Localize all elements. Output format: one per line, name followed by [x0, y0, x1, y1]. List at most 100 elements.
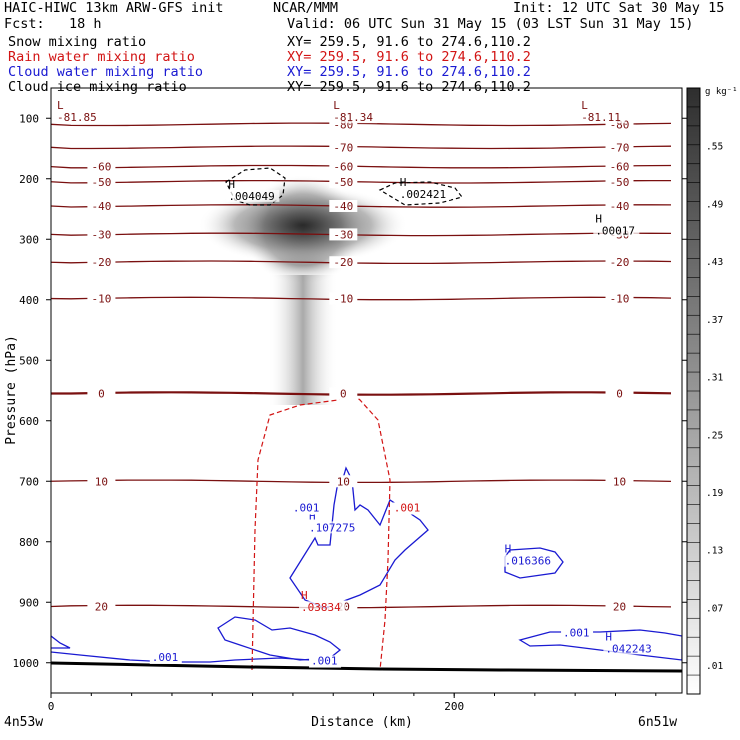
- x-tick-label: 0: [48, 700, 55, 713]
- isotherm-label-bg: [329, 292, 358, 305]
- field-xy-cloud-ice: XY= 259.5, 91.6 to 274.6,110.2: [287, 79, 531, 95]
- colorbar-label: .43: [706, 257, 723, 268]
- extremum-value-bg: [226, 189, 280, 202]
- isotherm-label-bg: [329, 256, 358, 269]
- isotherm-label-bg: [605, 600, 634, 613]
- extremum-value-bg: [331, 111, 378, 124]
- y-tick-label: 400: [19, 294, 39, 307]
- field-name-snow: Snow mixing ratio: [8, 34, 147, 50]
- extremum-value-bg: [603, 642, 657, 655]
- y-axis-label: Pressure (hPa): [4, 335, 19, 445]
- colorbar: .01 .07 .13 .19 .25 .31 .37 .43 .49 .55 g kg⁻¹: [686, 87, 738, 695]
- extremum-value: .107275: [309, 521, 355, 534]
- isotherm-label-bg: [605, 199, 634, 212]
- extremum-value-bg: [397, 188, 451, 201]
- org-label: NCAR/MMM: [273, 0, 339, 16]
- contour-label: .001: [563, 627, 590, 640]
- extremum-marker-H: H: [228, 178, 235, 191]
- y-tick-label: 1000: [13, 657, 40, 670]
- extremum-value-bg: [55, 111, 102, 124]
- colorbar-label: .19: [706, 488, 723, 499]
- isotherm-label: -40: [610, 200, 630, 213]
- colorbar-label: .01: [706, 661, 723, 672]
- y-tick-label: 700: [19, 475, 39, 488]
- extremum-value: .016366: [505, 555, 551, 568]
- isotherm-label-bg: [87, 475, 116, 488]
- isotherm-label-bg: [605, 387, 634, 400]
- contour-label-bg: [561, 627, 594, 640]
- isotherm-label-bg: [87, 387, 116, 400]
- y-tick-label: 300: [19, 233, 39, 246]
- y-tick-label: 500: [19, 354, 39, 367]
- extremum-value: -81.85: [57, 111, 97, 124]
- colorbar-label: .55: [706, 142, 723, 153]
- isotherm-label-bg: [87, 199, 116, 212]
- valid-time: Valid: 06 UTC Sun 31 May 15 (03 LST Sun …: [287, 16, 694, 32]
- y-tick-label: 800: [19, 536, 39, 549]
- isotherm-10: [51, 479, 672, 484]
- init-time: Init: 12 UTC Sat 30 May 15: [513, 0, 725, 16]
- y-tick-label: 900: [19, 596, 39, 609]
- isotherm-label: 20: [613, 600, 626, 613]
- extremum-value: .03834: [301, 601, 341, 614]
- field-xy-rain: XY= 259.5, 91.6 to 274.6,110.2: [287, 49, 531, 65]
- colorbar-label: .13: [706, 546, 723, 557]
- isotherm--20: [51, 260, 672, 265]
- colorbar-label: .07: [706, 603, 723, 614]
- y-tick-label: 600: [19, 415, 39, 428]
- isotherm-label-bg: [605, 292, 634, 305]
- annotations: -80 -80-70 -70-60 -60 -60-50 -50 -50-40 -40 -40-…: [55, 99, 657, 668]
- isotherm-label-bg: [329, 475, 358, 488]
- isotherm-label: -50: [610, 176, 630, 189]
- isotherm-label-bg: [87, 160, 116, 173]
- extremum-marker-H: H: [605, 630, 612, 643]
- field-xy-snow: XY= 259.5, 91.6 to 274.6,110.2: [287, 34, 531, 50]
- isotherm-label: 0: [616, 388, 623, 401]
- field-name-cloud-water: Cloud water mixing ratio: [8, 64, 204, 80]
- colorbar-label: .25: [706, 430, 723, 441]
- isotherm-label-bg: [87, 256, 116, 269]
- isotherm-label-bg: [605, 141, 634, 154]
- field-name-cloud-ice: Cloud ice mixing ratio: [8, 79, 187, 95]
- y-tick-label: 200: [19, 173, 39, 186]
- isotherm-label-bg: [87, 228, 116, 241]
- isotherm-label: 0: [340, 388, 347, 401]
- isotherm-label-bg: [605, 160, 634, 173]
- isotherm-20: [51, 604, 672, 609]
- model-title: HAIC-HIWC 13km ARW-GFS init: [4, 0, 224, 16]
- isotherm-label: -10: [610, 293, 630, 306]
- colorbar-ticks: .01 .07 .13 .19 .25 .31 .37 .43 .49 .55: [687, 106, 723, 676]
- isotherm-label: -10: [91, 293, 111, 306]
- corner-right-label: 6n51w: [638, 715, 677, 730]
- extremum-value: -81.11: [581, 111, 621, 124]
- isotherm-label: -40: [91, 200, 111, 213]
- contour-label: .001: [152, 651, 179, 664]
- field-xy-cloud-water: XY= 259.5, 91.6 to 274.6,110.2: [287, 64, 531, 80]
- isotherm-label: -20: [610, 256, 630, 269]
- extremum-value-bg: [307, 521, 361, 534]
- isotherm--70: [51, 145, 672, 150]
- isotherm-label-bg: [329, 228, 358, 241]
- extremum-value-bg: [593, 224, 640, 237]
- extremum-marker-H: H: [301, 589, 308, 602]
- isotherm-label-bg: [87, 292, 116, 305]
- cloud-water-contour-west: [51, 635, 71, 649]
- colorbar-label: .49: [706, 199, 723, 210]
- extremum-value: .004049: [228, 190, 274, 203]
- extremum-value-bg: [502, 554, 556, 567]
- isotherm-label: -60: [91, 161, 111, 174]
- y-tick-label: 100: [19, 112, 39, 125]
- contour-label-bg: [309, 655, 342, 668]
- isotherm-label-bg: [605, 475, 634, 488]
- isotherm-label-bg: [87, 175, 116, 188]
- isotherm-label-bg: [605, 256, 634, 269]
- isotherm--60: [51, 164, 672, 169]
- isotherm-label: -20: [91, 256, 111, 269]
- cloud-water-contour-east: [504, 547, 564, 579]
- isotherm-label: -50: [333, 176, 353, 189]
- extremum-marker-L: L: [333, 99, 340, 112]
- isotherm-label: -10: [333, 293, 353, 306]
- extremum-marker-L: L: [581, 99, 588, 112]
- isotherm-label-bg: [329, 175, 358, 188]
